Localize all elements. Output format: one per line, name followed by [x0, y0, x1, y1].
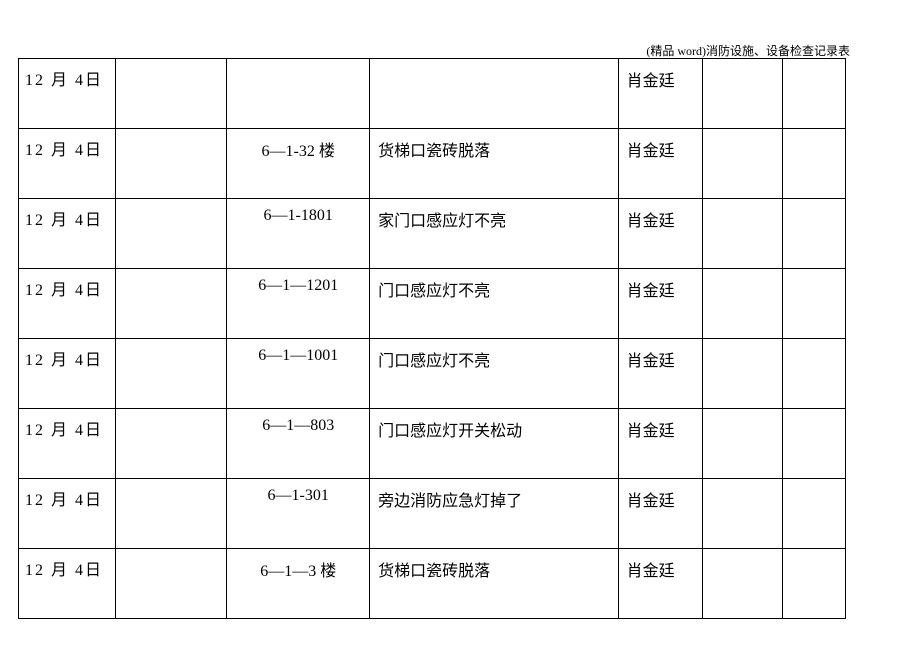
cell-location: 6—1—1001: [227, 339, 370, 409]
cell-c2: [116, 409, 227, 479]
table-row: 12 月 4日 肖金廷: [19, 59, 846, 129]
cell-c6: [703, 479, 782, 549]
cell-c6: [703, 59, 782, 129]
document-header: (精品 word)消防设施、设备检查记录表: [646, 42, 850, 59]
cell-issue: 门口感应灯不亮: [370, 269, 619, 339]
cell-c7: [782, 479, 846, 549]
table-row: 12 月 4日 6—1-32 楼货梯口瓷砖脱落肖金廷: [19, 129, 846, 199]
cell-c7: [782, 409, 846, 479]
cell-location: 6—1-1801: [227, 199, 370, 269]
cell-name: 肖金廷: [618, 339, 703, 409]
cell-name: 肖金廷: [618, 549, 703, 619]
cell-date: 12 月 4日: [19, 129, 116, 199]
cell-c2: [116, 339, 227, 409]
table-row: 12 月 4日 6—1-1801家门口感应灯不亮肖金廷: [19, 199, 846, 269]
cell-location: 6—1-32 楼: [227, 129, 370, 199]
inspection-table: 12 月 4日肖金廷12 月 4日6—1-32 楼货梯口瓷砖脱落肖金廷12 月 …: [18, 58, 846, 619]
cell-c6: [703, 339, 782, 409]
cell-issue: 门口感应灯不亮: [370, 339, 619, 409]
cell-date: 12 月 4日: [19, 409, 116, 479]
cell-c6: [703, 269, 782, 339]
inspection-table-container: 12 月 4日肖金廷12 月 4日6—1-32 楼货梯口瓷砖脱落肖金廷12 月 …: [18, 58, 846, 619]
cell-date: 12 月 4日: [19, 199, 116, 269]
table-row: 12 月 4日 6—1-301旁边消防应急灯掉了肖金廷: [19, 479, 846, 549]
cell-c2: [116, 129, 227, 199]
cell-c7: [782, 339, 846, 409]
cell-issue: [370, 59, 619, 129]
cell-c2: [116, 479, 227, 549]
cell-c6: [703, 409, 782, 479]
table-row: 12 月 4日 6—1—803门口感应灯开关松动肖金廷: [19, 409, 846, 479]
cell-date: 12 月 4日: [19, 59, 116, 129]
cell-c2: [116, 549, 227, 619]
cell-issue: 货梯口瓷砖脱落: [370, 129, 619, 199]
cell-name: 肖金廷: [618, 269, 703, 339]
cell-name: 肖金廷: [618, 59, 703, 129]
cell-issue: 旁边消防应急灯掉了: [370, 479, 619, 549]
cell-location: 6—1—803: [227, 409, 370, 479]
cell-location: 6—1-301: [227, 479, 370, 549]
cell-issue: 家门口感应灯不亮: [370, 199, 619, 269]
cell-location: 6—1—1201: [227, 269, 370, 339]
cell-name: 肖金廷: [618, 129, 703, 199]
cell-date: 12 月 4日: [19, 549, 116, 619]
cell-c7: [782, 269, 846, 339]
cell-location: [227, 59, 370, 129]
cell-c6: [703, 129, 782, 199]
cell-name: 肖金廷: [618, 479, 703, 549]
cell-c7: [782, 129, 846, 199]
cell-issue: 货梯口瓷砖脱落: [370, 549, 619, 619]
cell-c2: [116, 59, 227, 129]
table-row: 12 月 4日 6—1—1201门口感应灯不亮肖金廷: [19, 269, 846, 339]
cell-c7: [782, 59, 846, 129]
cell-name: 肖金廷: [618, 409, 703, 479]
cell-c6: [703, 199, 782, 269]
cell-c6: [703, 549, 782, 619]
cell-c7: [782, 549, 846, 619]
cell-date: 12 月 4日: [19, 269, 116, 339]
cell-location: 6—1—3 楼: [227, 549, 370, 619]
cell-c2: [116, 199, 227, 269]
table-row: 12 月 4日 6—1—1001门口感应灯不亮肖金廷: [19, 339, 846, 409]
table-row: 12 月 4日 6—1—3 楼货梯口瓷砖脱落肖金廷: [19, 549, 846, 619]
cell-issue: 门口感应灯开关松动: [370, 409, 619, 479]
cell-c7: [782, 199, 846, 269]
cell-date: 12 月 4日: [19, 339, 116, 409]
cell-name: 肖金廷: [618, 199, 703, 269]
cell-c2: [116, 269, 227, 339]
cell-date: 12 月 4日: [19, 479, 116, 549]
